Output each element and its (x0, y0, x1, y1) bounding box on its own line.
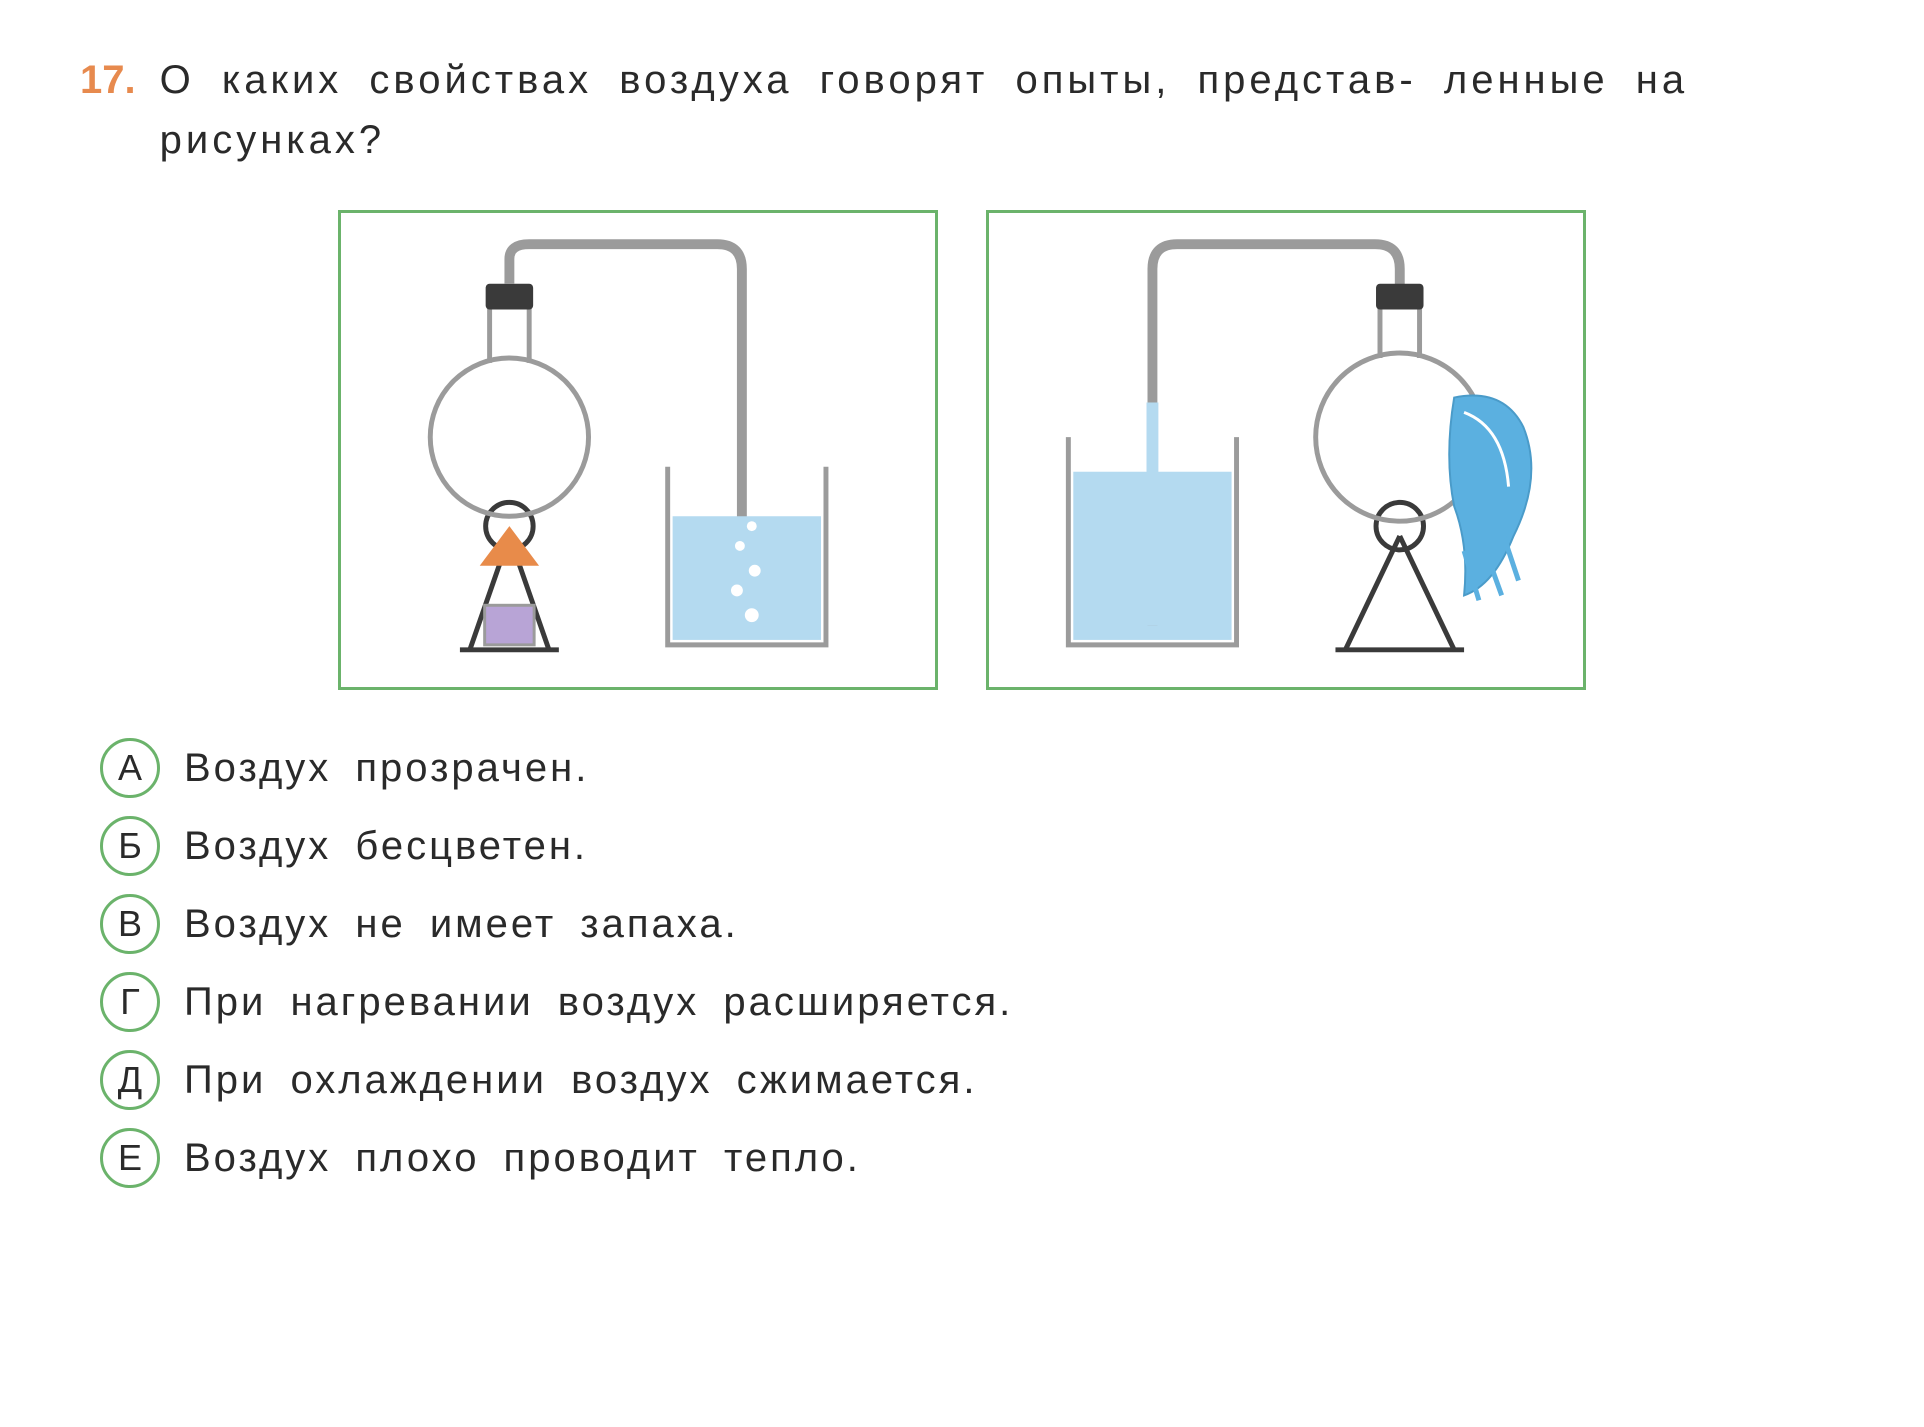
option-text: При охлаждении воздух сжимается. (184, 1050, 977, 1110)
option-letter-circle: В (100, 894, 160, 954)
question-block: 17. О каких свойствах воздуха говорят оп… (80, 50, 1844, 170)
option-letter-circle: Б (100, 816, 160, 876)
diagram-cooling (986, 210, 1586, 690)
options-list: А Воздух прозрачен. Б Воздух бесцветен. … (100, 738, 1844, 1188)
option-d[interactable]: Г При нагревании воздух расширяется. (100, 972, 1844, 1032)
option-text: При нагревании воздух расширяется. (184, 972, 1013, 1032)
option-f[interactable]: Е Воздух плохо проводит тепло. (100, 1128, 1844, 1188)
option-text: Воздух плохо проводит тепло. (184, 1128, 861, 1188)
question-text: О каких свойствах воздуха говорят опыты,… (160, 50, 1844, 170)
option-e[interactable]: Д При охлаждении воздух сжимается. (100, 1050, 1844, 1110)
option-c[interactable]: В Воздух не имеет запаха. (100, 894, 1844, 954)
option-a[interactable]: А Воздух прозрачен. (100, 738, 1844, 798)
option-letter-circle: Е (100, 1128, 160, 1188)
option-text: Воздух прозрачен. (184, 738, 589, 798)
option-text: Воздух не имеет запаха. (184, 894, 739, 954)
cooling-apparatus-svg (1009, 227, 1563, 667)
heating-apparatus-svg (361, 227, 915, 667)
option-letter-circle: Г (100, 972, 160, 1032)
question-number: 17. (80, 50, 136, 170)
diagram-heating (338, 210, 938, 690)
option-text: Воздух бесцветен. (184, 816, 588, 876)
diagram-row (80, 210, 1844, 690)
option-letter-circle: А (100, 738, 160, 798)
option-b[interactable]: Б Воздух бесцветен. (100, 816, 1844, 876)
option-letter-circle: Д (100, 1050, 160, 1110)
